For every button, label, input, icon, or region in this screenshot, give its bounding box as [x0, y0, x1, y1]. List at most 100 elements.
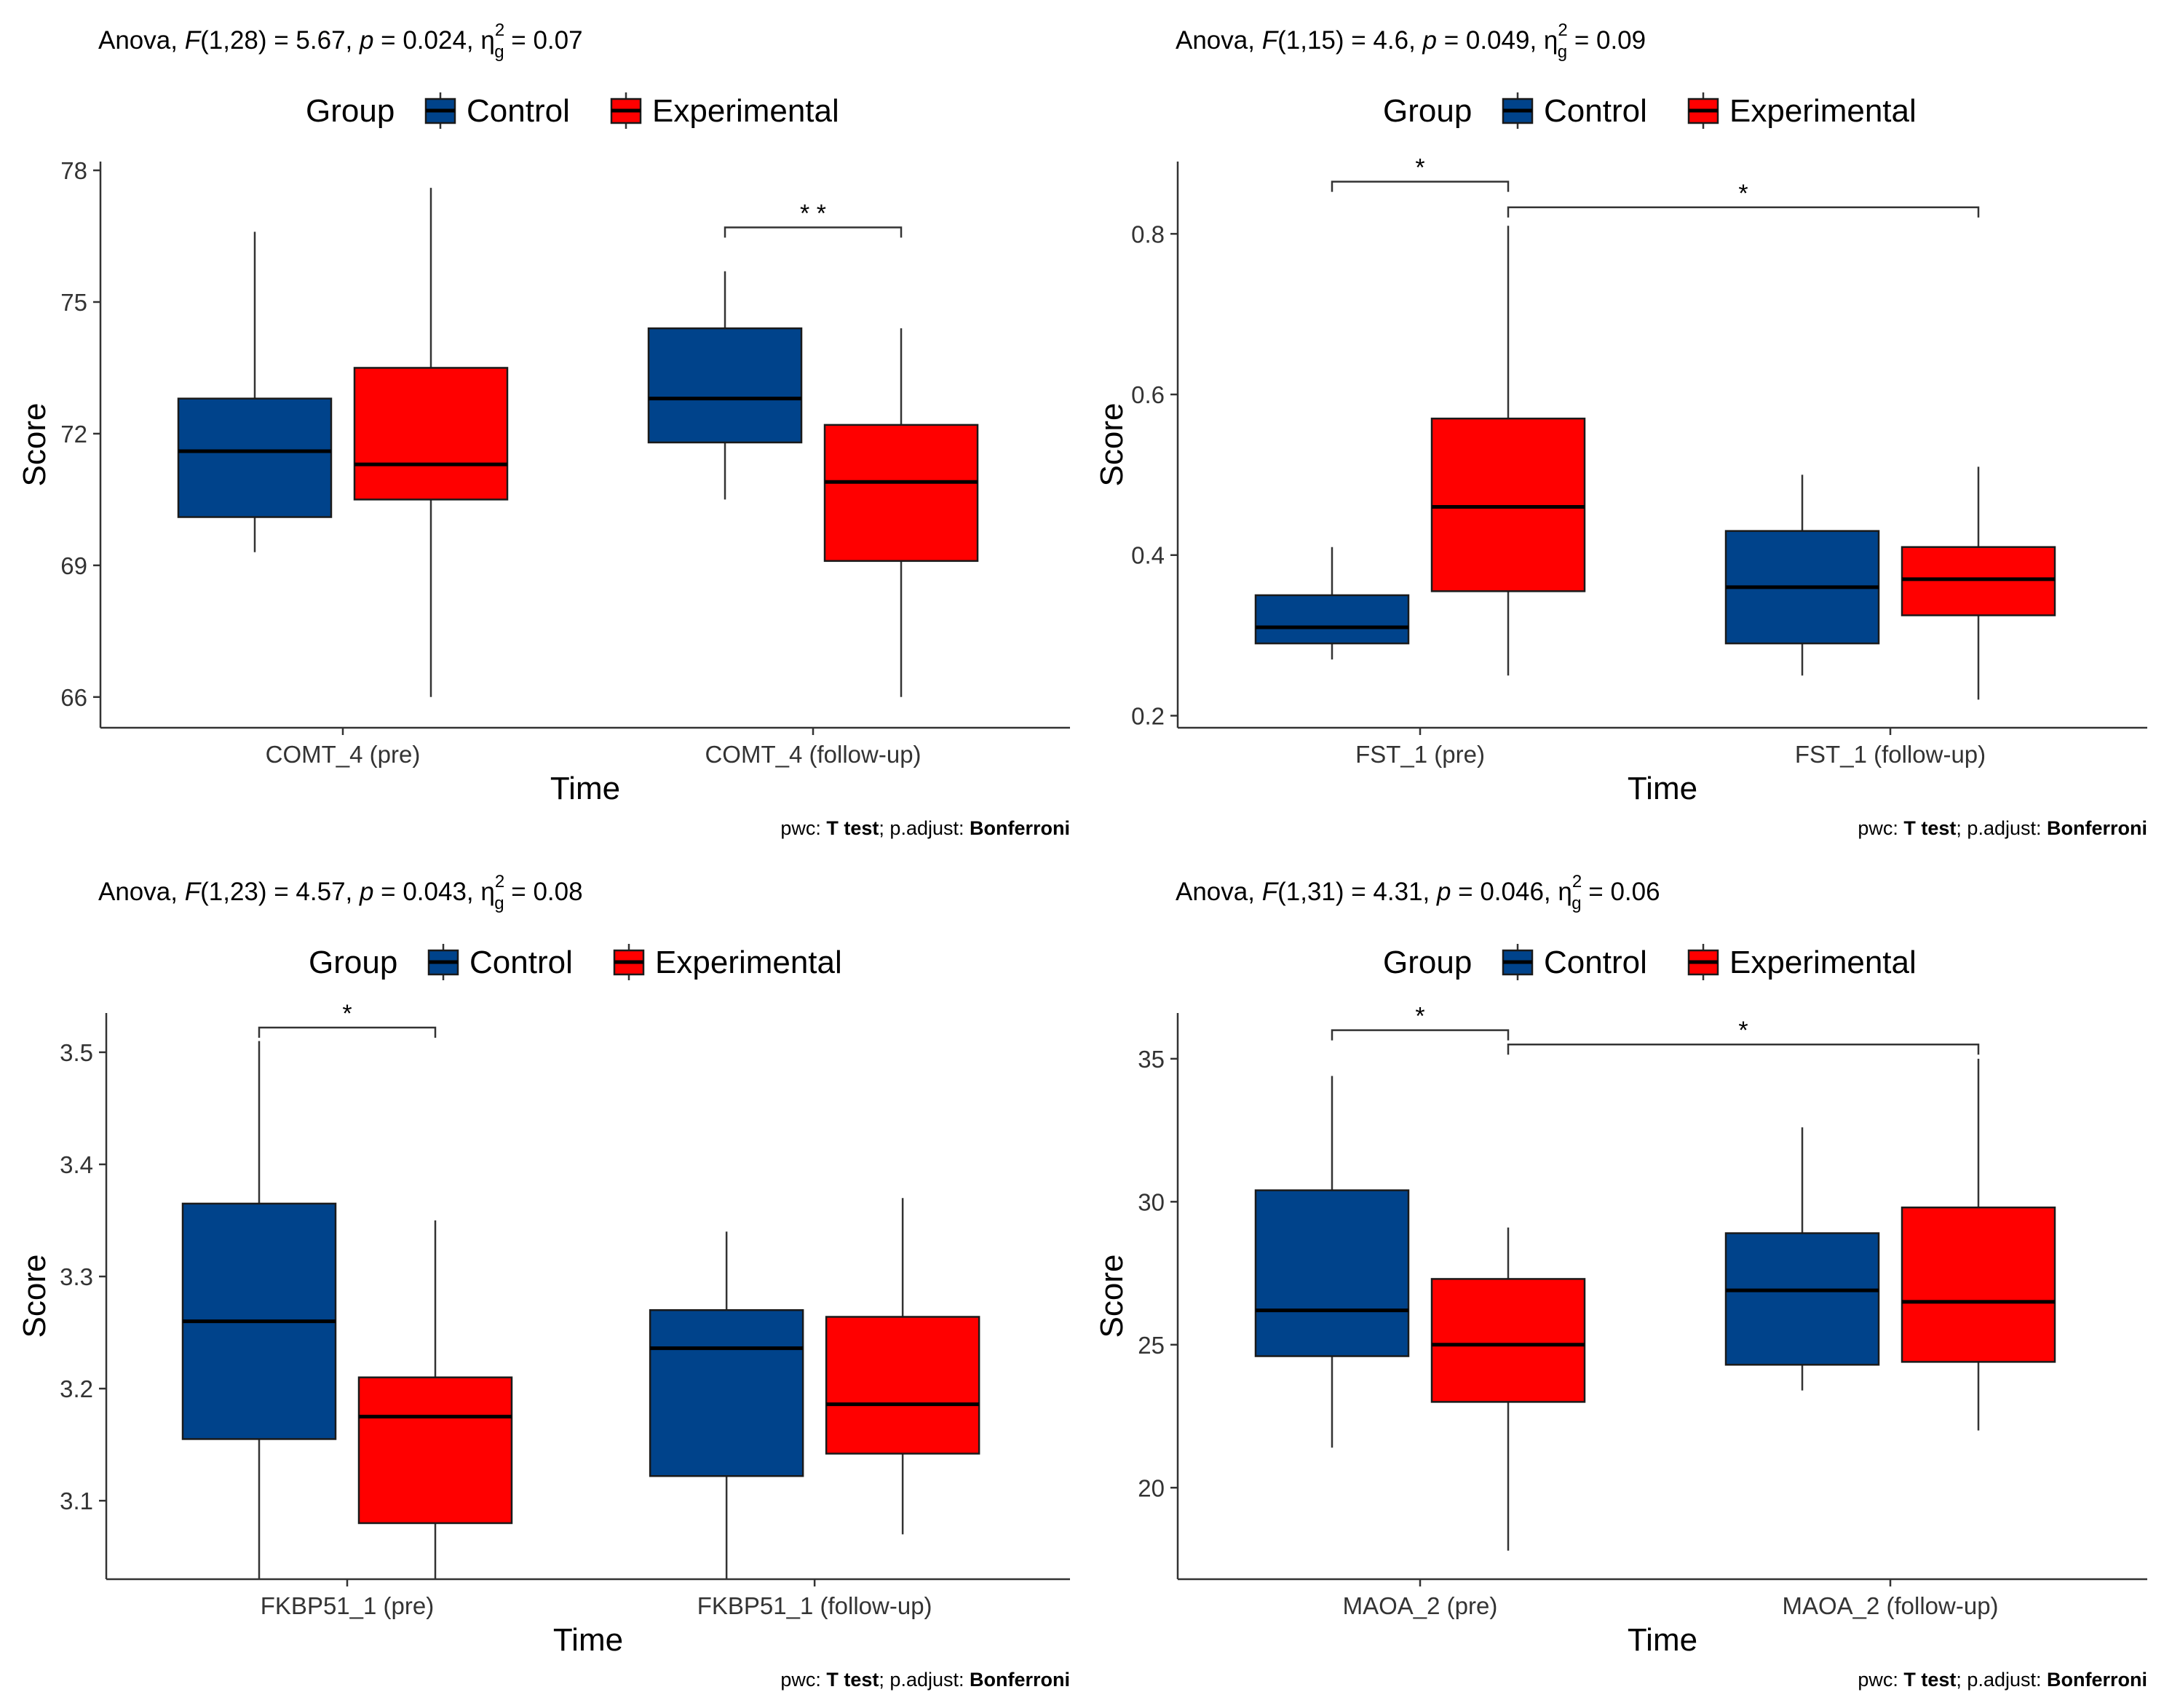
anova-stat: F [1262, 26, 1280, 55]
legend-label-control: Control [467, 93, 570, 129]
anova-p-symbol: p [1422, 26, 1437, 55]
box-rect [649, 1309, 804, 1477]
box-rect [1254, 1189, 1410, 1357]
legend-label-experimental: Experimental [1729, 945, 1917, 980]
x-tick-label: COMT_4 (follow-up) [705, 741, 921, 768]
legend: Group Control Experimental [1383, 92, 1917, 129]
legend: Group Control Experimental [309, 944, 842, 980]
significance-label: * [1415, 1003, 1424, 1030]
anova-df: (1,15) = 4.6, [1277, 26, 1422, 55]
box-experimental-pre [357, 1220, 513, 1579]
significance-label: * [1415, 154, 1424, 182]
significance-bracket [1507, 1043, 1980, 1055]
legend-label-control: Control [1544, 93, 1647, 129]
caption-test: T test [1903, 1669, 1956, 1691]
significance-bracket [258, 1026, 437, 1038]
y-tick-label: 66 [60, 684, 87, 711]
anova-eta-sub: g [1558, 42, 1567, 62]
anova-p-symbol: p [359, 878, 373, 906]
y-tick-label: 35 [1138, 1046, 1165, 1073]
caption-sep: ; p.adjust: [879, 817, 970, 839]
legend-label-experimental: Experimental [652, 93, 839, 129]
anova-eta-value: = 0.08 [504, 878, 583, 906]
y-tick-label: 30 [1138, 1188, 1165, 1215]
anova-eta: η [1558, 878, 1572, 906]
box-rect [1430, 1278, 1586, 1403]
caption: pwc: T test; p.adjust: Bonferroni [1858, 1669, 2147, 1691]
chart-panel-2: Anova, F(1,15) = 4.6, p = 0.049, η2 g = 0… [1094, 20, 2147, 839]
y-tick-label: 78 [60, 157, 87, 184]
box-control-follow-up [1724, 474, 1880, 676]
y-tick-label: 69 [60, 552, 87, 579]
anova-eta-value: = 0.09 [1567, 26, 1646, 55]
y-tick-label: 75 [60, 289, 87, 316]
anova-eta-sub: g [1572, 894, 1581, 913]
caption-adjust: Bonferroni [2047, 817, 2147, 839]
legend-label-control: Control [1544, 945, 1647, 980]
box-control-pre [1254, 1076, 1410, 1448]
legend: Group Control Experimental [306, 92, 839, 129]
anova-prefix: Anova, [1176, 26, 1262, 55]
x-tick-label: FST_1 (pre) [1355, 741, 1485, 768]
anova-prefix: Anova, [1176, 878, 1262, 906]
chart-panel-4: Anova, F(1,31) = 4.31, p = 0.046, η2 g = … [1094, 872, 2147, 1691]
anova-text: Anova, F(1,23) = 4.57, p = 0.043, η2 g = … [98, 872, 583, 913]
box-rect [1430, 417, 1586, 592]
caption-pwc: pwc: [1858, 1669, 1903, 1691]
significance-bracket [724, 226, 903, 238]
anova-eta-sup: 2 [1558, 20, 1567, 40]
x-axis-title: Time [553, 1622, 623, 1658]
x-axis-title: Time [1628, 1622, 1697, 1658]
significance-label: * [1738, 1017, 1748, 1044]
x-tick-label: FKBP51_1 (follow-up) [697, 1592, 932, 1619]
y-axis-title: Score [1094, 1255, 1130, 1338]
anova-stat: F [185, 26, 202, 55]
box-rect [1724, 1232, 1880, 1366]
x-tick-label: FST_1 (follow-up) [1795, 741, 1986, 768]
anova-text: Anova, F(1,28) = 5.67, p = 0.024, η2 g = … [98, 20, 583, 62]
box-rect [177, 397, 333, 518]
x-tick-label: MAOA_2 (follow-up) [1782, 1592, 1998, 1619]
significance-label: * [342, 1000, 352, 1028]
box-rect [357, 1376, 513, 1525]
y-tick-label: 72 [60, 421, 87, 448]
significance-label: * * [800, 199, 826, 227]
anova-prefix: Anova, [98, 26, 185, 55]
significance-label: * [1738, 180, 1748, 207]
anova-p-symbol: p [1436, 878, 1451, 906]
caption-adjust: Bonferroni [2047, 1669, 2147, 1691]
anova-eta: η [480, 26, 494, 55]
box-experimental-pre [1430, 226, 1586, 676]
box-experimental-pre [353, 188, 509, 697]
legend-title: Group [1383, 945, 1472, 980]
box-rect [353, 367, 509, 501]
y-tick-label: 3.4 [60, 1151, 93, 1178]
caption-sep: ; p.adjust: [879, 1669, 970, 1691]
anova-eta-sup: 2 [1572, 872, 1582, 891]
caption-sep: ; p.adjust: [1956, 1669, 2047, 1691]
caption-test: T test [826, 1669, 879, 1691]
y-tick-label: 3.1 [60, 1487, 93, 1514]
caption-adjust: Bonferroni [970, 817, 1070, 839]
box-rect [1901, 1206, 2056, 1363]
legend-title: Group [1383, 93, 1472, 129]
legend-label-experimental: Experimental [1729, 93, 1917, 129]
anova-stat: F [185, 878, 202, 906]
anova-text: Anova, F(1,31) = 4.31, p = 0.046, η2 g = … [1176, 872, 1660, 913]
x-tick-label: COMT_4 (pre) [266, 741, 421, 768]
caption-pwc: pwc: [1858, 817, 1903, 839]
y-tick-label: 3.5 [60, 1039, 93, 1066]
anova-df: (1,31) = 4.31, [1277, 878, 1437, 906]
anova-p-value: = 0.046, [1451, 878, 1558, 906]
anova-eta-sub: g [494, 894, 504, 913]
caption-sep: ; p.adjust: [1956, 817, 2047, 839]
caption: pwc: T test; p.adjust: Bonferroni [780, 1669, 1070, 1691]
caption-adjust: Bonferroni [970, 1669, 1070, 1691]
box-experimental-follow-up [1901, 466, 2056, 700]
y-tick-label: 20 [1138, 1474, 1165, 1501]
box-rect [823, 424, 979, 563]
x-axis-title: Time [550, 771, 620, 806]
anova-prefix: Anova, [98, 878, 185, 906]
y-tick-label: 3.2 [60, 1375, 93, 1402]
